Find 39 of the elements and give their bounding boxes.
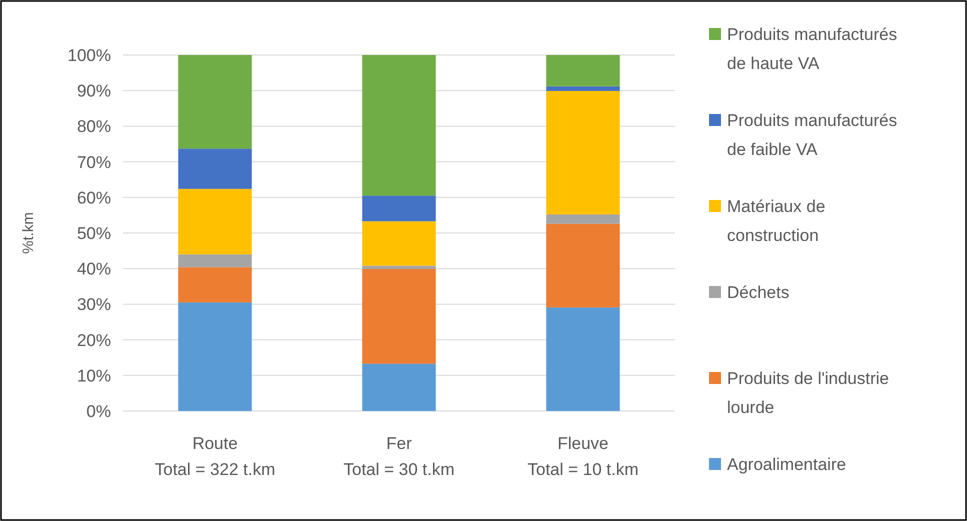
y-axis-title: %t.km	[20, 212, 37, 254]
bar	[362, 268, 436, 364]
bar	[546, 224, 620, 308]
x-tick-label: Fer Total = 30 t.km	[343, 434, 455, 479]
y-tick-label: 10%	[76, 366, 111, 386]
bar	[546, 307, 620, 411]
y-tick-label: 50%	[76, 224, 111, 243]
y-tick-label: 70%	[76, 152, 111, 172]
x-tick-label: Fleuve Total = 10 t.km	[527, 434, 639, 479]
bar	[362, 55, 436, 196]
y-tick-label: 30%	[76, 295, 111, 314]
bar	[362, 364, 436, 411]
y-tick-label: 90%	[76, 82, 111, 101]
y-tick-label: 80%	[76, 117, 111, 136]
bar	[362, 196, 436, 222]
bar	[546, 90, 620, 214]
bar	[178, 188, 252, 254]
y-tick-label: 20%	[76, 330, 111, 350]
bar	[178, 55, 252, 149]
legend-label: Matériaux de construction	[727, 196, 826, 245]
x-tick-label: Route Total = 322 t.km	[154, 434, 276, 479]
bar	[362, 266, 436, 269]
bar	[178, 302, 252, 411]
bar	[178, 267, 252, 302]
y-tick-label: 60%	[76, 188, 111, 208]
legend-label: Produits manufacturés de faible VA	[727, 110, 898, 159]
bar	[546, 86, 620, 91]
legend-label: Produits manufacturés de haute VA	[727, 24, 898, 73]
y-tick-label: 0%	[86, 402, 111, 421]
bar	[546, 55, 620, 86]
bar	[362, 221, 436, 266]
bar	[178, 148, 252, 189]
bar	[178, 254, 252, 268]
y-tick-label: 100%	[68, 46, 111, 65]
legend-label: Produits de l'industrie lourde	[727, 368, 889, 417]
legend-label: Agroalimentaire	[727, 454, 846, 474]
y-tick-label: 40%	[76, 260, 111, 279]
legend-label: Déchets	[727, 282, 790, 302]
bar	[546, 214, 620, 224]
